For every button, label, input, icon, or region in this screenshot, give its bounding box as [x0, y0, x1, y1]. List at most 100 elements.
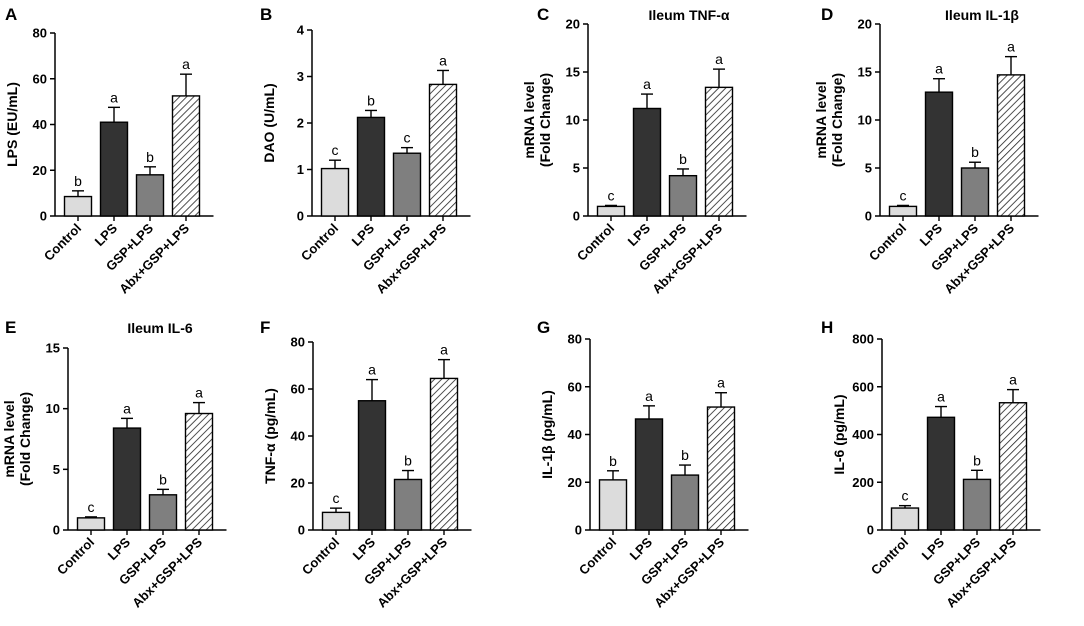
y-axis-label: DAO (U/mL)	[261, 83, 277, 162]
y-tick-label: 0	[40, 209, 47, 224]
significance-letter: c	[900, 187, 907, 203]
y-tick-label: 800	[852, 332, 874, 347]
y-tick-label: 0	[297, 209, 304, 224]
bar-gsp-lps	[392, 152, 422, 217]
significance-letter: b	[404, 453, 412, 469]
y-tick-label: 15	[566, 65, 580, 80]
significance-letter: a	[195, 385, 203, 401]
bar-abx-gsp-lps	[429, 377, 459, 531]
bar-lps	[924, 91, 954, 217]
y-axis-label: IL-6 (pg/mL)	[831, 394, 847, 474]
significance-letter: b	[74, 173, 82, 189]
y-tick-label: 0	[298, 523, 305, 538]
bar-lps	[357, 400, 387, 531]
y-tick-label: 10	[566, 113, 580, 128]
y-tick-label: 40	[568, 427, 582, 442]
significance-letter: c	[902, 488, 909, 504]
y-tick-label: 10	[46, 401, 60, 416]
significance-letter: b	[367, 92, 375, 108]
y-tick-label: 20	[568, 475, 582, 490]
category-label: LPS	[625, 220, 654, 249]
bar-lps	[112, 427, 142, 531]
y-tick-label: 0	[573, 209, 580, 224]
y-tick-label: 1	[297, 162, 304, 177]
significance-letter: b	[973, 452, 981, 468]
y-tick-label: 0	[865, 209, 872, 224]
panel-letter: D	[821, 5, 833, 24]
category-label: Control	[866, 221, 909, 264]
significance-letter: c	[88, 499, 95, 515]
bar-gsp-lps	[148, 494, 178, 531]
significance-letter: a	[715, 51, 723, 67]
category-label: LPS	[349, 220, 378, 249]
panel-title: Ileum IL-1β	[945, 7, 1019, 23]
bar-abx-gsp-lps	[998, 402, 1028, 531]
significance-letter: c	[333, 490, 340, 506]
significance-letter: b	[609, 453, 617, 469]
bar-control	[320, 167, 350, 217]
y-tick-label: 5	[53, 462, 60, 477]
bar-lps	[926, 416, 956, 531]
bar-abx-gsp-lps	[184, 412, 214, 531]
bar-gsp-lps	[135, 174, 165, 217]
y-tick-label: 200	[852, 475, 874, 490]
y-tick-label: 3	[297, 69, 304, 84]
y-tick-label: 60	[291, 382, 305, 397]
significance-letter: b	[146, 149, 154, 165]
bar-lps	[356, 116, 386, 217]
y-tick-label: 20	[33, 163, 47, 178]
y-tick-label: 80	[568, 332, 582, 347]
category-label: Control	[41, 221, 84, 264]
y-tick-label: 0	[575, 523, 582, 538]
significance-letter: a	[935, 61, 943, 77]
y-tick-label: 4	[297, 23, 305, 38]
bar-abx-gsp-lps	[996, 74, 1026, 217]
y-tick-label: 400	[852, 427, 874, 442]
y-tick-label: 5	[573, 161, 580, 176]
panel-letter: F	[260, 318, 270, 337]
category-label: LPS	[917, 220, 946, 249]
y-axis-label: (Fold Change)	[829, 73, 845, 167]
y-tick-label: 0	[53, 523, 60, 538]
y-tick-label: 20	[291, 476, 305, 491]
significance-letter: c	[404, 130, 411, 146]
bar-abx-gsp-lps	[171, 95, 201, 217]
category-label: Control	[576, 535, 619, 578]
y-axis-label: IL-1β (pg/mL)	[539, 390, 555, 479]
significance-letter: b	[679, 151, 687, 167]
bar-control	[63, 195, 93, 217]
y-axis-label: (Fold Change)	[537, 73, 553, 167]
bar-control	[890, 507, 920, 531]
significance-letter: b	[971, 144, 979, 160]
bar-gsp-lps	[670, 474, 700, 531]
bar-abx-gsp-lps	[704, 86, 734, 217]
significance-letter: a	[110, 89, 118, 105]
category-label: Control	[574, 221, 617, 264]
y-tick-label: 60	[33, 71, 47, 86]
y-tick-label: 10	[858, 113, 872, 128]
panel-letter: E	[5, 318, 16, 337]
significance-letter: c	[608, 187, 615, 203]
y-tick-label: 60	[568, 379, 582, 394]
bar-control	[321, 511, 351, 531]
y-tick-label: 600	[852, 379, 874, 394]
significance-letter: a	[717, 375, 725, 391]
category-label: Control	[54, 535, 97, 578]
bar-gsp-lps	[393, 478, 423, 531]
significance-letter: a	[182, 56, 190, 72]
significance-letter: a	[1009, 372, 1017, 388]
significance-letter: a	[368, 362, 376, 378]
y-tick-label: 80	[291, 335, 305, 350]
category-label: Control	[298, 221, 341, 264]
significance-letter: a	[123, 400, 131, 416]
y-tick-label: 2	[297, 116, 304, 131]
y-tick-label: 15	[46, 341, 60, 356]
panel-letter: G	[537, 318, 550, 337]
y-axis-label: TNF-α (pg/mL)	[262, 388, 278, 484]
